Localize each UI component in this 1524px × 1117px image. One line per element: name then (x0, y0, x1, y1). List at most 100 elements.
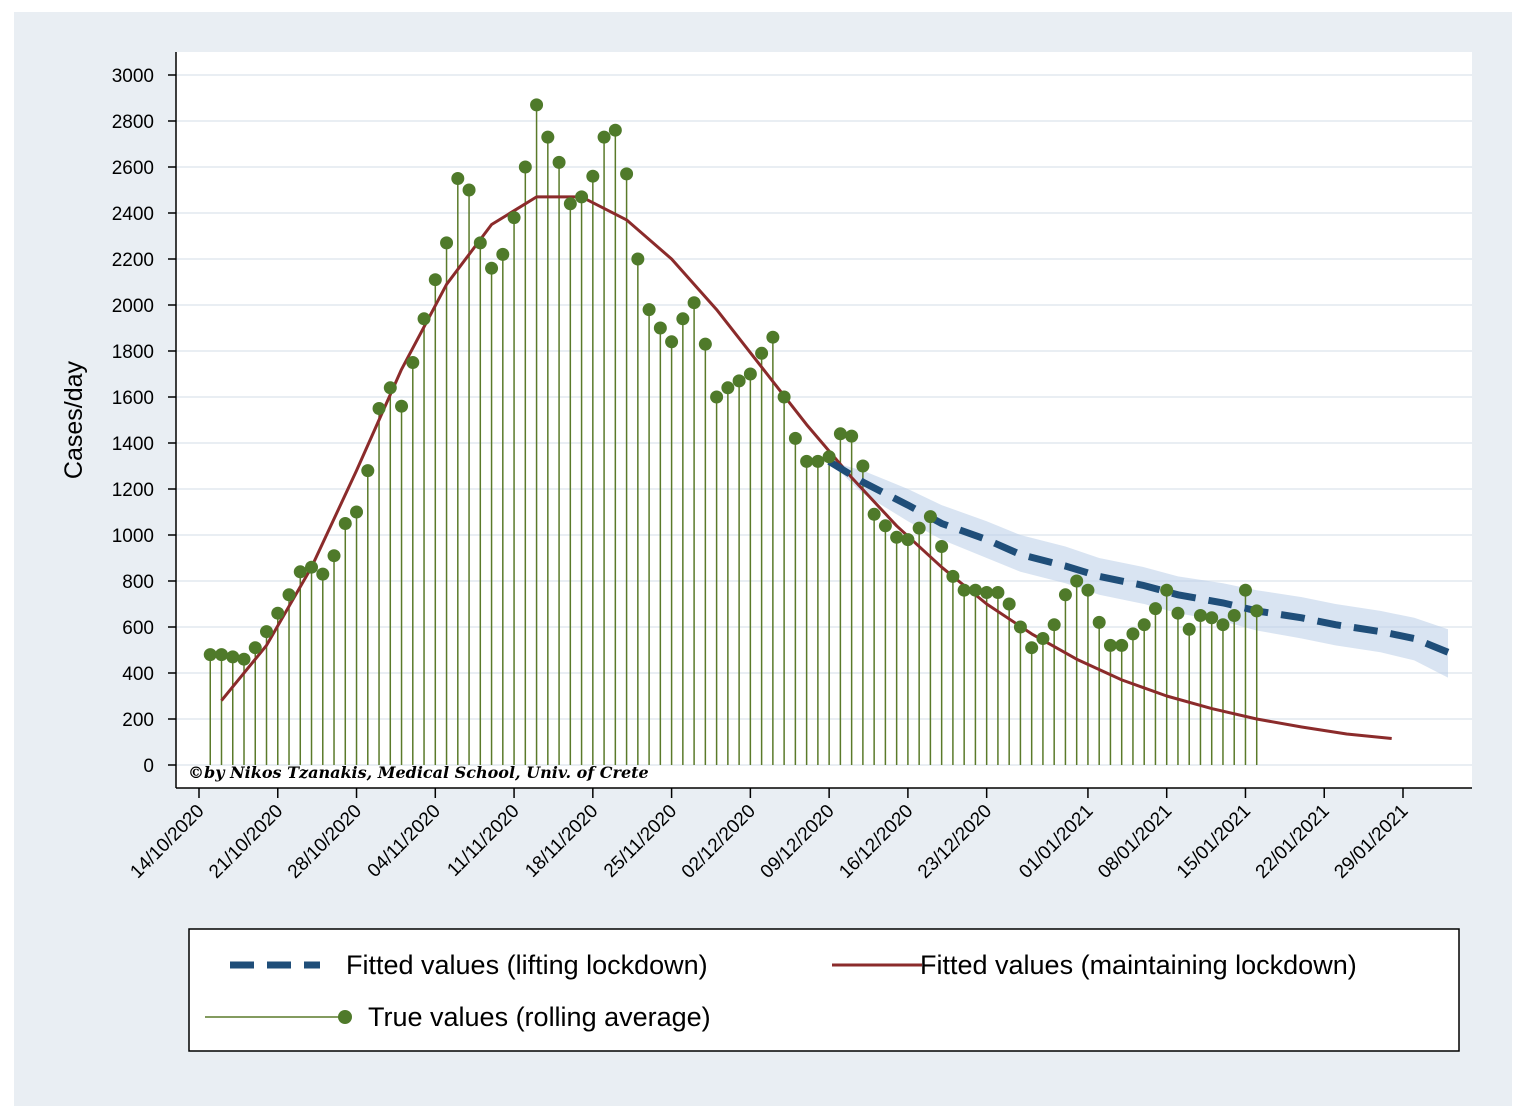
true-value-marker-2020-10-24 (305, 560, 319, 574)
true-value-marker-2021-01-10 (1182, 622, 1196, 636)
true-value-marker-2020-12-21 (957, 583, 971, 597)
true-value-marker-2021-01-13 (1216, 618, 1230, 632)
true-value-marker-2020-12-08 (811, 454, 825, 468)
true-value-marker-2020-11-03 (417, 312, 431, 326)
true-value-marker-2020-10-23 (293, 565, 307, 579)
true-value-marker-2021-01-02 (1092, 615, 1106, 629)
maintaining-lockdown-line (220, 195, 1392, 740)
true-value-marker-2020-10-29 (361, 464, 375, 478)
true-value-marker-2020-12-12 (856, 459, 870, 473)
true-value-marker-2020-12-27 (1025, 641, 1039, 655)
x-tick-label-12: 08/01/2021 (1094, 801, 1176, 883)
true-value-marker-2020-12-05 (777, 390, 791, 404)
true-value-marker-2020-12-11 (845, 429, 859, 443)
x-tick-label-14: 22/01/2021 (1252, 801, 1334, 883)
y-tick-label-1000: 1000 (112, 526, 154, 547)
x-tick-label-0: 14/10/2020 (126, 801, 208, 883)
x-tick-label-1: 21/10/2020 (205, 801, 287, 883)
y-tick-label-400: 400 (122, 664, 154, 685)
true-value-marker-2021-01-12 (1205, 611, 1219, 625)
lifting-confidence-band (829, 461, 1449, 678)
y-tick-label-2000: 2000 (112, 296, 154, 317)
legend-swatch-true-marker (338, 1010, 352, 1024)
true-value-marker-2020-10-17 (226, 650, 240, 664)
true-value-marker-2021-01-06 (1137, 618, 1151, 632)
true-value-marker-2020-11-02 (406, 356, 420, 369)
y-tick-label-0: 0 (143, 756, 154, 777)
true-value-marker-2021-01-14 (1227, 609, 1241, 622)
true-value-marker-2020-12-19 (935, 540, 949, 553)
true-value-marker-2020-12-22 (968, 583, 982, 597)
x-tick-label-7: 02/12/2020 (678, 801, 760, 883)
legend-label-true: True values (rolling average) (368, 1002, 711, 1032)
x-tick-label-3: 04/11/2020 (364, 801, 445, 882)
true-value-marker-2020-10-28 (350, 505, 364, 519)
y-axis-title: Cases/day (60, 360, 88, 479)
y-tick-label-2600: 2600 (112, 158, 154, 179)
true-value-marker-2020-10-25 (316, 567, 330, 581)
true-value-marker-2020-10-15 (203, 648, 217, 662)
true-values-markers (203, 98, 1264, 666)
legend-label-lifting: Fitted values (lifting lockdown) (346, 950, 708, 980)
true-value-marker-2020-11-07 (462, 183, 476, 197)
true-value-marker-2020-11-10 (496, 247, 510, 261)
true-value-marker-2020-10-31 (383, 381, 397, 395)
true-value-marker-2020-12-07 (800, 454, 814, 468)
y-axis-ticks: 0 200 400 600 800 1000 1200 1400 1600 1800 2000 220… (112, 66, 176, 777)
true-value-marker-2020-11-24 (653, 321, 667, 335)
true-value-marker-2020-11-21 (620, 167, 634, 181)
true-value-marker-2021-01-08 (1160, 583, 1174, 597)
true-value-marker-2020-11-06 (451, 172, 465, 185)
true-value-marker-2020-11-09 (485, 261, 499, 275)
true-value-marker-2020-12-29 (1047, 618, 1061, 632)
plot-area (176, 52, 1472, 788)
true-value-marker-2020-12-26 (1013, 620, 1027, 634)
true-value-marker-2020-11-15 (552, 155, 566, 169)
true-value-marker-2020-11-13 (530, 98, 544, 112)
true-value-marker-2020-12-04 (766, 330, 780, 344)
true-value-marker-2020-12-25 (1002, 597, 1016, 611)
y-tick-label-800: 800 (122, 572, 154, 593)
true-value-marker-2020-12-10 (833, 427, 847, 441)
true-value-marker-2020-11-01 (395, 399, 409, 413)
true-value-marker-2020-11-14 (541, 130, 555, 144)
y-tick-label-2800: 2800 (112, 112, 154, 133)
true-value-marker-2021-01-05 (1126, 627, 1140, 641)
true-value-marker-2020-12-24 (991, 586, 1005, 599)
true-value-marker-2020-10-30 (372, 402, 386, 415)
true-value-marker-2020-11-05 (440, 236, 454, 250)
true-value-marker-2020-12-03 (755, 346, 769, 360)
true-value-marker-2021-01-01 (1081, 583, 1095, 597)
grid-lines (176, 74, 1472, 766)
true-value-marker-2021-01-16 (1250, 604, 1264, 618)
y-tick-label-200: 200 (122, 710, 154, 731)
true-value-marker-2021-01-04 (1115, 638, 1129, 652)
true-value-marker-2020-12-02 (743, 367, 757, 381)
true-value-marker-2020-10-20 (260, 625, 274, 639)
true-value-marker-2020-11-18 (586, 169, 600, 183)
true-value-marker-2020-12-01 (732, 374, 746, 388)
true-value-marker-2020-10-21 (271, 606, 285, 620)
true-value-marker-2020-11-29 (710, 390, 724, 404)
x-tick-label-15: 29/01/2021 (1330, 801, 1412, 883)
true-value-marker-2021-01-15 (1238, 583, 1252, 597)
true-value-marker-2020-10-22 (282, 588, 296, 602)
x-tick-label-4: 11/11/2020 (443, 801, 523, 881)
true-value-marker-2020-11-23 (642, 303, 656, 317)
true-value-marker-2020-11-08 (473, 236, 487, 250)
y-tick-label-2400: 2400 (112, 204, 154, 225)
true-value-marker-2020-11-04 (428, 273, 442, 287)
true-value-marker-2020-11-30 (721, 381, 735, 395)
true-value-marker-2020-12-28 (1036, 632, 1050, 645)
x-tick-label-11: 01/01/2021 (1015, 801, 1097, 883)
true-value-marker-2020-11-25 (665, 335, 679, 349)
true-value-marker-2020-12-06 (788, 431, 802, 445)
true-value-marker-2020-12-17 (912, 521, 926, 535)
y-tick-label-1200: 1200 (112, 480, 154, 501)
true-value-marker-2020-12-18 (923, 510, 937, 524)
true-value-marker-2020-10-26 (327, 549, 341, 563)
true-value-marker-2020-12-16 (901, 533, 915, 547)
true-value-marker-2020-11-11 (507, 211, 521, 225)
true-value-marker-2020-11-19 (597, 130, 611, 144)
